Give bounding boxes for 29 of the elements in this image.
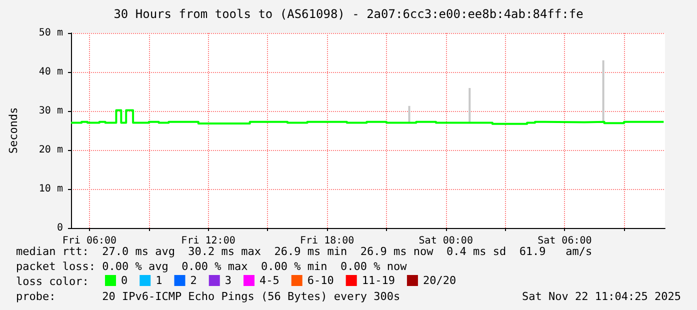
x-tick-label: Fri 12:00 [181, 236, 236, 246]
y-axis-title: Seconds [7, 107, 20, 154]
y-tick-label: 20 m [38, 144, 63, 156]
chart-title: 30 Hours from tools to (AS61098) - 2a07:6cc3:e00:ee8b:4ab:84ff:fe [114, 7, 584, 21]
legend-label: 11-19 [362, 274, 395, 287]
x-tick-label: Fri 06:00 [62, 236, 117, 246]
text: probe: 20 IPv6-ICMP Echo Pings (56 Bytes) every 300s [16, 290, 400, 303]
legend-label: 4-5 [259, 274, 280, 287]
x-tick-label: Fri 18:00 [300, 236, 354, 246]
y-tick-label: 50 m [38, 28, 63, 38]
legend-label: 3 [224, 274, 232, 287]
text: median rtt: 27.0 ms avg 30.2 ms max 26.9 ms min 26.9 ms now 0.4 ms sd 61.9 am/s [16, 245, 592, 258]
text: Sat Nov 22 11:04:25 2025 [522, 290, 682, 303]
bar [408, 106, 410, 123]
legend-label: 6-10 [307, 274, 334, 287]
x-tick-label: Sat 06:00 [538, 236, 592, 246]
bar [602, 60, 604, 123]
x-tick-label: Sat 00:00 [418, 236, 473, 246]
y-tick-label: 10 m [38, 184, 63, 194]
text: packet loss: 0.00 % avg 0.00 % max 0.00 % min 0.00 % now [16, 260, 408, 273]
bar [468, 88, 471, 123]
legend-label: 1 [156, 274, 162, 287]
y-tick-label: 40 m [38, 66, 63, 78]
y-tick-label: 0 [56, 222, 63, 234]
legend-label: 2 [190, 274, 197, 287]
y-tick-label: 30 m [38, 106, 63, 116]
legend-title: loss color: [16, 275, 89, 288]
legend-label: 0 [121, 274, 128, 287]
legend-label: 20/20 [422, 274, 456, 287]
